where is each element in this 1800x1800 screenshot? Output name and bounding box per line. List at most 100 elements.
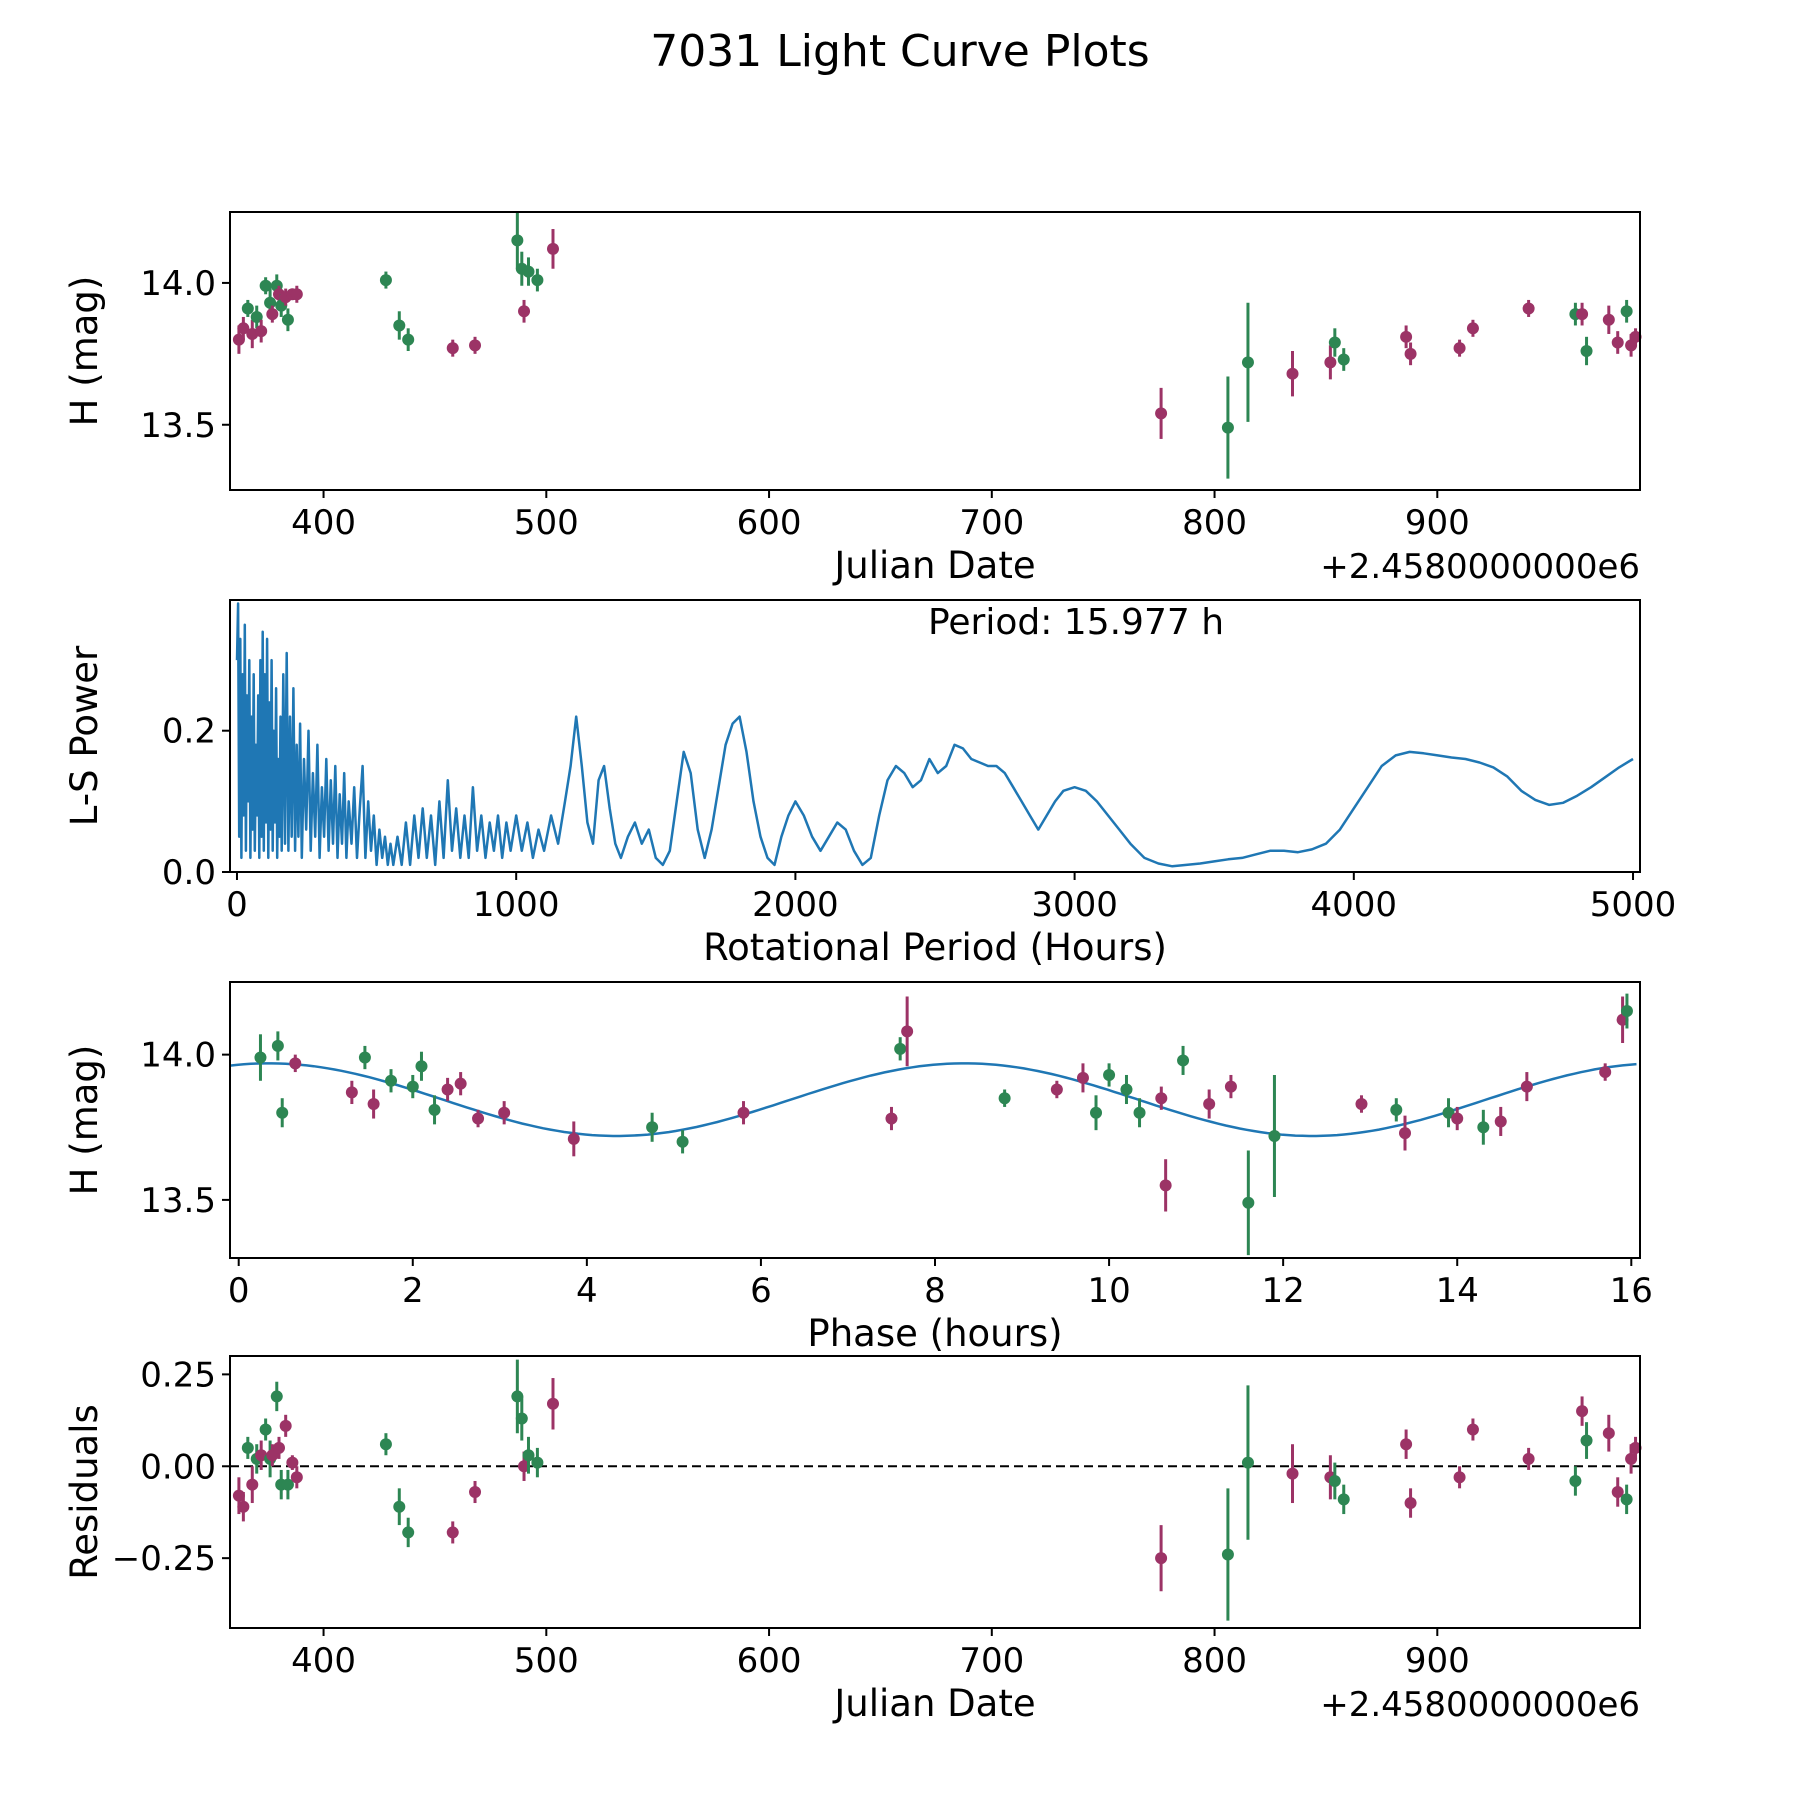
y-tick-label: 0.25 [140, 1355, 216, 1395]
data-point [385, 1074, 398, 1087]
x-tick-label: 1000 [473, 885, 560, 925]
x-tick-label: 400 [291, 503, 356, 543]
data-point [1611, 1486, 1624, 1498]
data-point [1268, 1129, 1281, 1142]
data-point [1224, 1080, 1237, 1093]
panel-phased-lightcurve: 0 2 4 6 8 10 12 14 16 13.5 14.0 Phase (hours) H (mag… [63, 981, 1653, 1355]
data-point [393, 1500, 406, 1513]
data-point [518, 305, 531, 318]
data-point [894, 1042, 907, 1055]
data-point [511, 234, 524, 247]
data-point [1477, 1121, 1490, 1134]
data-point [246, 1478, 259, 1491]
data-point [498, 1106, 511, 1119]
data-point [1466, 1423, 1479, 1436]
data-point [290, 1471, 303, 1484]
data-point [1355, 1098, 1368, 1111]
data-point [279, 1419, 292, 1432]
data-point [1221, 1548, 1234, 1561]
x-tick-label: 2000 [752, 885, 839, 925]
data-point [1442, 1106, 1455, 1119]
y-tick-label: 0.00 [140, 1447, 216, 1487]
data-point [1404, 1497, 1417, 1510]
y-tick-label: 0.0 [162, 853, 216, 893]
data-point [1400, 330, 1413, 343]
data-point [1120, 1083, 1133, 1096]
data-point [237, 1500, 250, 1513]
x-tick-label: 0 [226, 885, 248, 925]
axes-frame [229, 1355, 1641, 1629]
axes-frame [229, 981, 1641, 1259]
data-point [522, 1449, 535, 1462]
data-point [281, 1478, 294, 1491]
y-axis-label: L-S Power [63, 645, 106, 826]
data-point [1611, 336, 1624, 349]
data-point [290, 288, 303, 301]
data-point [255, 325, 268, 338]
data-point [531, 1456, 544, 1469]
data-point [358, 1051, 371, 1064]
x-tick-label: 900 [1405, 1641, 1470, 1681]
data-point [1076, 1071, 1089, 1084]
x-axis-offset-label: +2.4580000000e6 [1320, 547, 1640, 587]
y-axis-label: H (mag) [63, 1045, 106, 1196]
data-point [1155, 1552, 1168, 1565]
data-point [428, 1103, 441, 1116]
data-point [1576, 308, 1589, 321]
data-point [1103, 1068, 1116, 1081]
period-annotation: Period: 15.977 h [928, 602, 1224, 643]
x-tick-label: 500 [514, 1641, 579, 1681]
data-point [1050, 1083, 1063, 1096]
data-point [446, 342, 459, 355]
data-point [406, 1080, 419, 1093]
data-point [1580, 1434, 1593, 1447]
x-tick-label: 900 [1405, 503, 1470, 543]
data-point [1390, 1103, 1403, 1116]
x-tick-label: 600 [737, 503, 802, 543]
data-point [1328, 336, 1341, 349]
x-tick-label: 10 [1087, 1271, 1130, 1311]
data-point [1133, 1106, 1146, 1119]
x-tick-label: 800 [1182, 503, 1247, 543]
x-tick-label: 12 [1262, 1271, 1305, 1311]
data-point [1453, 342, 1466, 355]
data-point [271, 1039, 284, 1052]
panel-jd-lightcurve: 400 500 600 700 800 900 13.5 14.0 Julian Date H (… [63, 211, 1642, 587]
data-point [1602, 313, 1615, 326]
data-point [1337, 1493, 1350, 1506]
data-point [1453, 1471, 1466, 1484]
x-tick-label: 3000 [1031, 885, 1118, 925]
x-tick-label: 4 [576, 1271, 598, 1311]
x-axis-label: Julian Date [832, 1682, 1035, 1725]
panel-periodogram: 0 1000 2000 3000 4000 5000 0.0 0.2 Rotational Pe… [63, 599, 1677, 969]
data-point [446, 1526, 459, 1539]
x-tick-label: 4000 [1311, 885, 1398, 925]
data-point [1576, 1405, 1589, 1418]
data-point [237, 322, 250, 335]
y-tick-label: 13.5 [140, 406, 216, 446]
data-point [1602, 1427, 1615, 1440]
data-point [1159, 1179, 1172, 1192]
x-tick-label: 5000 [1590, 885, 1677, 925]
x-axis-label: Julian Date [832, 544, 1035, 587]
data-point [546, 242, 559, 255]
data-point [1599, 1066, 1612, 1079]
y-axis-label: Residuals [63, 1404, 106, 1580]
data-point [1155, 407, 1168, 420]
x-tick-label: 700 [959, 503, 1024, 543]
data-point [1629, 330, 1642, 343]
data-point [1400, 1438, 1413, 1451]
y-tick-label: −0.25 [112, 1539, 216, 1579]
x-tick-label: 2 [402, 1271, 424, 1311]
data-point [1203, 1098, 1216, 1111]
y-tick-label: 14.0 [140, 1036, 216, 1076]
data-point [241, 302, 254, 315]
figure-title: 7031 Light Curve Plots [650, 26, 1150, 77]
data-point [515, 1412, 528, 1425]
data-point [241, 1441, 254, 1454]
data-point [737, 1106, 750, 1119]
data-point [998, 1092, 1011, 1105]
data-point [393, 319, 406, 332]
data-point [546, 1397, 559, 1410]
x-axis-label: Phase (hours) [807, 1312, 1062, 1355]
